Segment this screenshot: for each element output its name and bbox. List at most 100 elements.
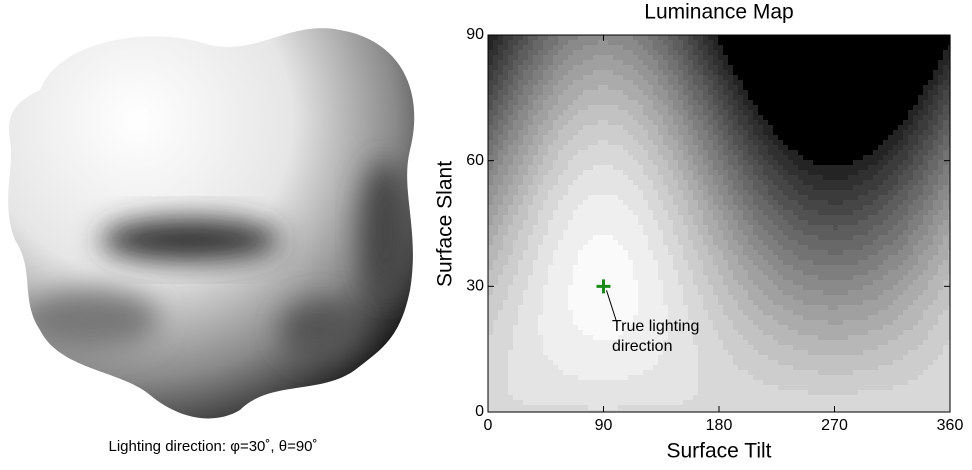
luminance-cell	[943, 240, 949, 246]
luminance-cell	[508, 135, 514, 141]
luminance-cell	[943, 105, 949, 111]
luminance-cell	[743, 170, 749, 176]
luminance-cell	[793, 140, 799, 146]
luminance-cell	[633, 45, 639, 51]
luminance-cell	[863, 90, 869, 96]
luminance-cell	[518, 200, 524, 206]
luminance-cell	[758, 35, 764, 41]
luminance-cell	[783, 130, 789, 136]
luminance-cell	[878, 280, 884, 286]
luminance-cell	[613, 290, 619, 296]
luminance-cell	[883, 80, 889, 86]
luminance-cell	[698, 235, 704, 241]
luminance-cell	[523, 265, 529, 271]
luminance-cell	[608, 215, 614, 221]
luminance-cell	[773, 195, 779, 201]
luminance-cell	[893, 65, 899, 71]
luminance-cell	[698, 165, 704, 171]
luminance-cell	[718, 165, 724, 171]
luminance-cell	[618, 195, 624, 201]
luminance-cell	[563, 110, 569, 116]
luminance-cell	[913, 60, 919, 66]
luminance-cell	[728, 215, 734, 221]
luminance-cell	[828, 55, 834, 61]
luminance-cell	[848, 225, 854, 231]
luminance-cell	[523, 285, 529, 291]
luminance-cell	[733, 300, 739, 306]
luminance-cell	[558, 185, 564, 191]
luminance-cell	[653, 75, 659, 81]
luminance-cell	[753, 245, 759, 251]
luminance-cell	[648, 135, 654, 141]
luminance-cell	[813, 110, 819, 116]
luminance-cell	[728, 70, 734, 76]
luminance-cell	[613, 75, 619, 81]
luminance-cell	[863, 105, 869, 111]
luminance-cell	[753, 230, 759, 236]
luminance-cell	[818, 45, 824, 51]
luminance-cell	[908, 115, 914, 121]
luminance-cell	[943, 225, 949, 231]
luminance-cell	[768, 130, 774, 136]
luminance-cell	[583, 80, 589, 86]
luminance-cell	[788, 270, 794, 276]
luminance-cell	[858, 150, 864, 156]
luminance-cell	[528, 260, 534, 266]
luminance-cell	[753, 140, 759, 146]
luminance-cell	[888, 240, 894, 246]
luminance-cell	[773, 55, 779, 61]
luminance-cell	[593, 140, 599, 146]
luminance-cell	[513, 185, 519, 191]
luminance-cell	[753, 300, 759, 306]
luminance-cell	[938, 135, 944, 141]
luminance-cell	[768, 145, 774, 151]
luminance-cell	[878, 75, 884, 81]
luminance-cell	[923, 175, 929, 181]
luminance-cell	[593, 230, 599, 236]
luminance-cell	[858, 35, 864, 41]
luminance-cell	[853, 130, 859, 136]
luminance-cell	[613, 70, 619, 76]
luminance-cell	[708, 65, 714, 71]
luminance-cell	[688, 225, 694, 231]
luminance-cell	[938, 255, 944, 261]
luminance-cell	[603, 295, 609, 301]
luminance-cell	[623, 155, 629, 161]
luminance-cell	[833, 295, 839, 301]
luminance-cell	[723, 80, 729, 86]
luminance-cell	[658, 170, 664, 176]
luminance-cell	[578, 275, 584, 281]
luminance-cell	[898, 185, 904, 191]
luminance-cell	[503, 100, 509, 106]
luminance-cell	[903, 125, 909, 131]
luminance-cell	[848, 115, 854, 121]
luminance-cell	[633, 140, 639, 146]
luminance-cell	[893, 280, 899, 286]
luminance-cell	[528, 125, 534, 131]
luminance-cell	[718, 140, 724, 146]
luminance-cell	[528, 240, 534, 246]
luminance-cell	[848, 135, 854, 141]
luminance-cell	[543, 115, 549, 121]
luminance-cell	[808, 265, 814, 271]
luminance-cell	[923, 230, 929, 236]
luminance-cell	[673, 40, 679, 46]
luminance-cell	[823, 280, 829, 286]
luminance-cell	[648, 120, 654, 126]
luminance-cell	[903, 85, 909, 91]
luminance-cell	[888, 60, 894, 66]
luminance-cell	[863, 220, 869, 226]
luminance-cell	[748, 295, 754, 301]
luminance-cell	[908, 180, 914, 186]
luminance-cell	[568, 85, 574, 91]
luminance-cell	[898, 225, 904, 231]
luminance-cell	[848, 195, 854, 201]
luminance-cell	[788, 240, 794, 246]
luminance-cell	[878, 45, 884, 51]
luminance-cell	[893, 235, 899, 241]
luminance-cell	[683, 290, 689, 296]
luminance-cell	[643, 155, 649, 161]
luminance-cell	[783, 40, 789, 46]
luminance-cell	[773, 300, 779, 306]
luminance-cell	[723, 170, 729, 176]
